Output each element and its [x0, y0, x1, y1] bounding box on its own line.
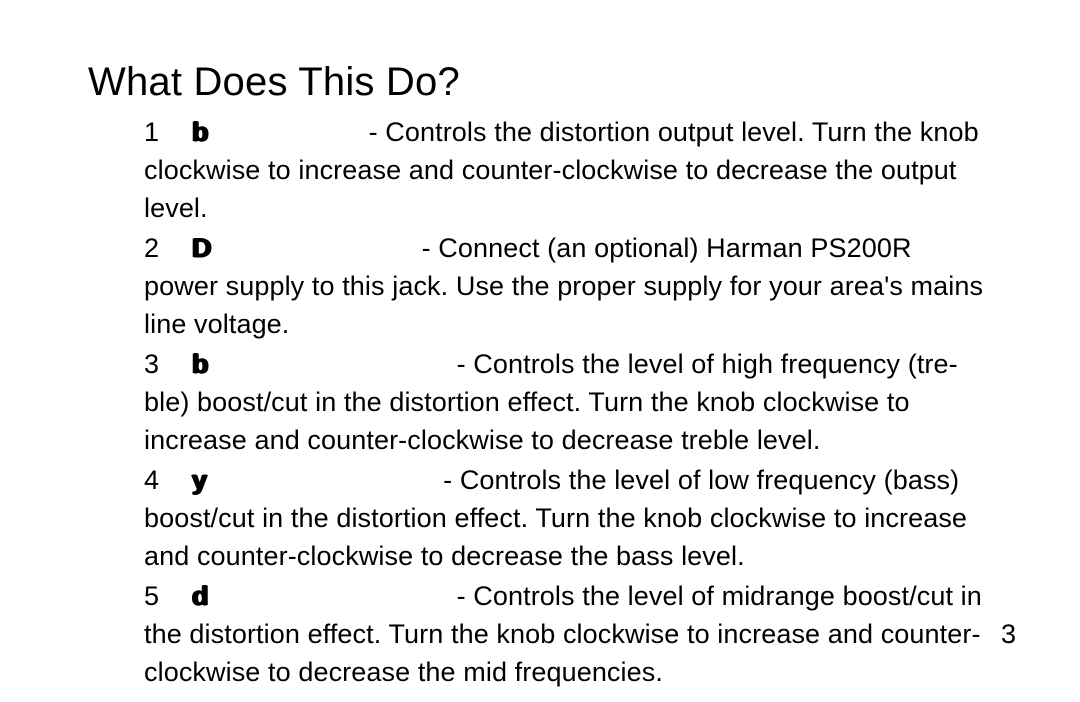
item-first-line: - Controls the level of high frequency (… [457, 349, 958, 379]
item-number: 2 [144, 229, 192, 267]
item-continuation: ble) boost/cut in the distortion effect.… [144, 387, 910, 455]
item-glyph: b [192, 113, 209, 151]
item-number: 3 [144, 345, 192, 383]
item-number: 5 [144, 577, 192, 615]
list-item: 1b - Controls the distortion output level… [144, 113, 984, 227]
item-glyph: b [192, 345, 209, 383]
item-first-line: - Controls the level of low frequency (b… [443, 465, 959, 495]
item-continuation: the distortion effect. Turn the knob clo… [144, 619, 981, 687]
page-number: 3 [1001, 619, 1016, 650]
list-item: 2D- Connect (an optional) Harman PS200R … [144, 229, 984, 343]
item-glyph: D [192, 229, 212, 267]
item-continuation: boost/cut in the distortion effect. Turn… [144, 503, 967, 571]
item-glyph: y [192, 461, 207, 499]
item-first-line: - Controls the level of midrange boost/c… [457, 581, 982, 611]
definition-list: 1b- Controls the distortion output level… [88, 113, 992, 691]
item-number: 4 [144, 461, 192, 499]
manual-page: What Does This Do? 1b- Controls the dist… [0, 0, 1080, 702]
item-continuation: clockwise to increase and counter-clockw… [144, 155, 957, 223]
page-title: What Does This Do? [88, 60, 992, 105]
list-item: 5d - Controls the level of midrange boost… [144, 577, 984, 691]
item-first-line: - Controls the distortion output level. … [369, 117, 979, 147]
item-glyph: d [192, 577, 209, 615]
item-first-line: - Connect (an optional) Harman PS200R [422, 233, 912, 263]
list-item: 3b - Controls the level of high frequency… [144, 345, 984, 459]
list-item: 4y - Controls the level of low frequency … [144, 461, 984, 575]
item-continuation: power supply to this jack. Use the prope… [144, 271, 983, 339]
item-number: 1 [144, 113, 192, 151]
